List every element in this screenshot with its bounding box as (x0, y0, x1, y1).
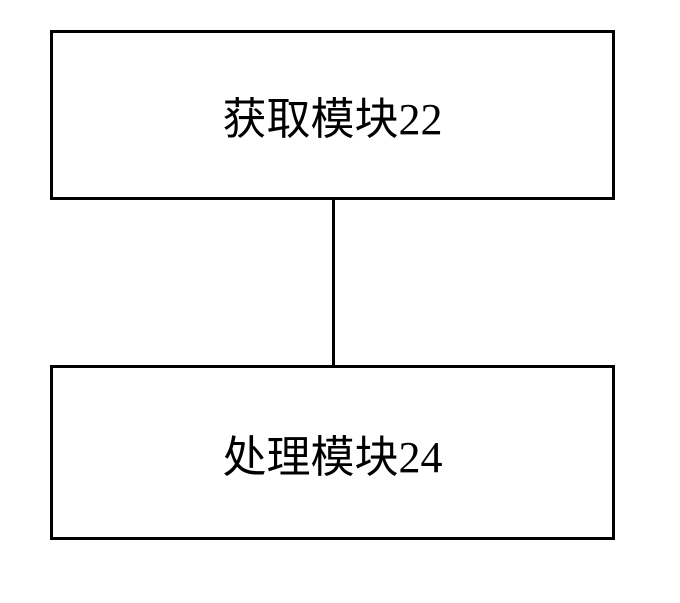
edge-connector-1 (332, 200, 335, 365)
node-label-2: 处理模块24 (223, 421, 443, 485)
node-acquisition-module: 获取模块22 (50, 30, 615, 200)
node-label-1: 获取模块22 (223, 83, 443, 147)
node-processing-module: 处理模块24 (50, 365, 615, 540)
